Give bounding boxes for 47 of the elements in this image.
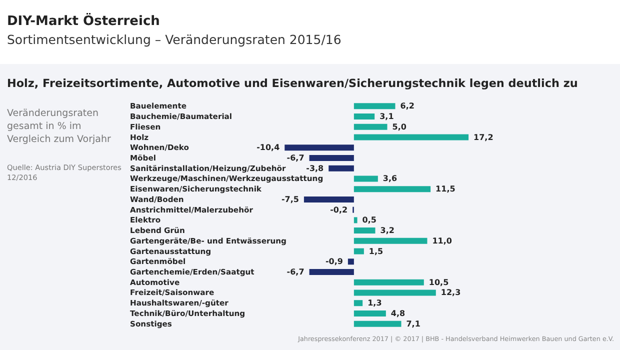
text: Sortimentsentwicklung – Veränderungsraten 2015/16 (7, 32, 342, 47)
data-label: -6,7 (286, 154, 304, 162)
bar (354, 134, 469, 140)
data-label: 7,1 (406, 319, 421, 328)
bar (354, 290, 436, 296)
bar (354, 176, 378, 182)
bar (354, 310, 386, 316)
bar (309, 269, 354, 275)
data-label: 5,0 (392, 122, 407, 132)
data-label: 4,8 (390, 308, 406, 318)
data-label: 12,3 (440, 288, 461, 298)
data-label: -3,8 (306, 164, 324, 173)
bar (354, 186, 431, 192)
data-label: -7,5 (281, 194, 300, 204)
bar (354, 238, 428, 244)
bar (348, 258, 354, 265)
text: Holz, Freizeitsortimente, Automotive und Eisenwaren/Sicherungstechnik legen deutlich zu (7, 77, 579, 90)
bar (328, 165, 354, 172)
data-label: 3,2 (380, 226, 394, 236)
data-label: 1,3 (368, 298, 382, 308)
data-label: 11,0 (432, 236, 452, 246)
data-label: -10,4 (256, 143, 280, 152)
data-label: 3,6 (382, 174, 398, 184)
text: Veränderungsraten gesamt in % im Vergleich zum Vorjahr (7, 107, 112, 146)
data-label: -6,7 (286, 268, 304, 276)
bar (354, 248, 364, 254)
bar (354, 300, 363, 306)
text: DIY-Markt Österreich (7, 14, 160, 29)
bar (354, 228, 376, 234)
data-label: 10,5 (428, 278, 450, 287)
bar (354, 124, 388, 130)
bar (284, 144, 354, 151)
data-label: -0,9 (325, 257, 344, 266)
bar (304, 196, 354, 202)
bar (354, 103, 396, 110)
bar (354, 320, 402, 327)
data-label: 11,5 (436, 184, 456, 194)
data-label: 3,1 (380, 112, 394, 122)
data-label: 6,2 (400, 102, 414, 111)
bar (354, 217, 358, 224)
data-label: 17,2 (474, 132, 494, 142)
bar (354, 279, 424, 286)
bar (309, 155, 354, 161)
data-label: 1,5 (368, 246, 384, 256)
data-label: 0,5 (362, 216, 377, 225)
bar (354, 114, 375, 120)
data-label: -0,2 (330, 205, 348, 214)
